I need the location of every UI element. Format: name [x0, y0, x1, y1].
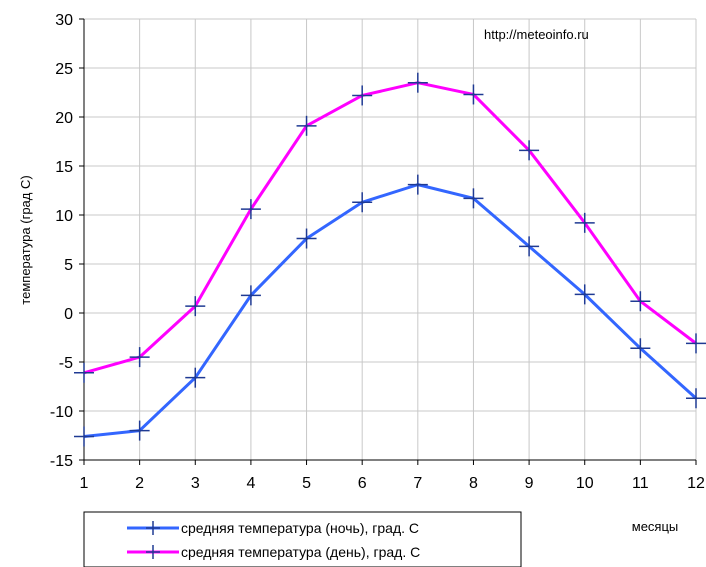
- series-1: [74, 174, 706, 447]
- data-point-marker: [296, 115, 317, 136]
- y-tick-label: 15: [55, 159, 73, 176]
- x-tick-label: 9: [525, 475, 534, 492]
- x-tick-label: 2: [135, 475, 144, 492]
- data-point-marker: [463, 188, 484, 209]
- data-point-marker: [463, 84, 484, 105]
- axes: [79, 18, 697, 465]
- x-tick-label: 10: [576, 475, 594, 492]
- x-tick-label: 4: [246, 475, 255, 492]
- data-point-marker: [296, 228, 317, 249]
- x-tick-labels: 1 2 3 4 5 6 7 8 9 10 11 12: [80, 475, 705, 492]
- series-lines: [74, 72, 706, 447]
- data-point-marker: [407, 174, 428, 195]
- plot-area: [84, 19, 696, 460]
- y-tick-label: -15: [50, 453, 73, 470]
- x-tick-label: 6: [358, 475, 367, 492]
- data-point-marker: [686, 388, 706, 409]
- data-point-marker: [240, 199, 261, 220]
- series-2: [74, 72, 706, 383]
- legend-label: средняя температура (ночь), град. С: [181, 520, 419, 536]
- data-point-marker: [129, 420, 150, 441]
- series-line: [83, 183, 698, 438]
- y-tick-label: 0: [64, 306, 73, 323]
- data-point-marker: [185, 367, 206, 388]
- data-point-marker: [686, 333, 706, 354]
- legend-box: [83, 511, 522, 567]
- data-point-marker: [574, 212, 595, 233]
- y-tick-label: -10: [50, 404, 73, 421]
- data-point-marker: [630, 338, 651, 359]
- data-point-marker: [630, 291, 651, 312]
- data-point-marker: [129, 347, 150, 368]
- legend-item: средняя температура (ночь), град. С: [127, 520, 419, 536]
- data-point-marker: [519, 140, 540, 161]
- y-tick-label: 20: [55, 110, 73, 127]
- source-url: http://meteoinfo.ru: [484, 27, 589, 42]
- data-point-marker: [240, 285, 261, 306]
- legend-item: средняя температура (день), град. С: [127, 544, 420, 560]
- data-point-marker: [352, 85, 373, 106]
- x-tick-label: 8: [469, 475, 478, 492]
- x-tick-label: 12: [687, 475, 705, 492]
- data-point-marker: [574, 284, 595, 305]
- y-axis-title: температура (град С): [18, 175, 33, 304]
- y-tick-labels: -15 -10 -5 0 5 10 15 20 25 30: [50, 12, 73, 470]
- data-point-marker: [74, 426, 94, 447]
- x-axis-title: месяцы: [632, 519, 679, 534]
- y-tick-label: 5: [64, 257, 73, 274]
- data-point-marker: [74, 362, 94, 383]
- data-point-marker: [185, 296, 206, 317]
- x-tick-label: 5: [302, 475, 311, 492]
- legend: средняя температура (ночь), град. С средн…: [83, 511, 522, 567]
- y-tick-label: -5: [59, 355, 73, 372]
- data-point-marker: [352, 192, 373, 213]
- y-tick-label: 25: [55, 61, 73, 78]
- y-tick-label: 30: [55, 12, 73, 29]
- x-tick-label: 3: [191, 475, 200, 492]
- x-tick-label: 7: [413, 475, 422, 492]
- data-point-marker: [407, 72, 428, 93]
- legend-label: средняя температура (день), град. С: [181, 544, 420, 560]
- x-tick-label: 11: [632, 475, 649, 492]
- y-tick-label: 10: [55, 208, 73, 225]
- data-point-marker: [519, 236, 540, 257]
- series-line: [83, 81, 697, 375]
- x-tick-label: 1: [80, 475, 89, 492]
